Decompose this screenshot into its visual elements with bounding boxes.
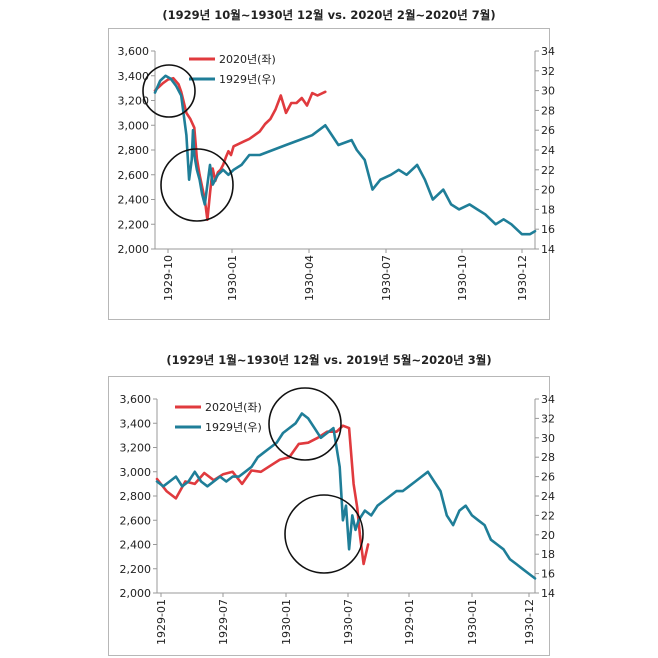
y-right-tick-label: 16 (541, 223, 555, 236)
y-left-tick-label: 3,600 (118, 45, 150, 58)
y-left-tick-label: 3,200 (118, 95, 150, 108)
y-left-tick-label: 2,200 (118, 218, 150, 231)
y-left-tick-label: 2,800 (118, 144, 150, 157)
x-tick-label: 1930-01 (226, 255, 239, 301)
y-right-tick-label: 24 (541, 144, 555, 157)
y-right-tick-label: 32 (541, 65, 555, 78)
y-left-tick-label: 3,000 (120, 466, 152, 479)
y-left-tick-label: 3,400 (118, 70, 150, 83)
annotation-circle (142, 64, 196, 118)
y-right-tick-label: 28 (541, 104, 555, 117)
y-right-tick-label: 30 (541, 85, 555, 98)
series-line-2020 (153, 76, 327, 221)
y-right-tick-label: 16 (541, 568, 555, 581)
series-line-1929 (155, 412, 537, 580)
y-right-tick-label: 24 (541, 490, 555, 503)
chart-title-bottom: (1929년 1월~1930년 12월 vs. 2019년 5월~2020년 3… (166, 353, 492, 367)
annotation-circle (160, 148, 234, 222)
y-right-tick-label: 20 (541, 184, 555, 197)
series-line-2020 (155, 424, 370, 566)
x-tick-label: 1930-07 (342, 599, 355, 645)
x-tick-label: 1929-10 (162, 255, 175, 301)
y-right-tick-label: 32 (541, 412, 555, 425)
x-tick-label: 1929-01 (155, 599, 168, 645)
y-right-tick-label: 30 (541, 432, 555, 445)
y-right-tick-label: 14 (541, 243, 555, 256)
y-right-tick-label: 14 (541, 587, 555, 600)
x-tick-label: 1930-01 (466, 599, 479, 645)
annotation-circle (268, 387, 342, 461)
legend-label: 1929년(우) (219, 73, 276, 86)
y-left-tick-label: 2,400 (120, 539, 152, 552)
y-left-tick-label: 2,000 (118, 243, 150, 256)
chart-bottom: 2,000 2,200 2,400 2,600 2,800 3,000 3,200 3,400… (120, 387, 555, 645)
annotation-circle (284, 494, 364, 574)
y-right-tick-label: 28 (541, 451, 555, 464)
x-tick-label: 1930-12 (523, 599, 536, 645)
x-tick-label: 1930-07 (380, 255, 393, 301)
x-tick-label: 1930-12 (516, 255, 529, 301)
y-left-tick-label: 2,800 (120, 490, 152, 503)
y-left-tick-label: 2,000 (120, 587, 152, 600)
chart-title-top: (1929년 10월~1930년 12월 vs. 2020년 2월~2020년 … (162, 8, 496, 22)
x-tick-label: 1930-04 (303, 255, 316, 301)
y-right-tick-label: 22 (541, 509, 555, 522)
y-left-tick-label: 2,200 (120, 563, 152, 576)
chart-top: 2,000 2,200 2,400 2,600 2,800 3,000 3,200 3,400… (118, 45, 556, 301)
y-left-tick-label: 3,600 (120, 393, 152, 406)
legend-label: 2020년(좌) (219, 53, 276, 66)
series-line-1929 (153, 74, 537, 236)
x-tick-label: 1929-01 (403, 599, 416, 645)
chart-panel-top: 2,000 2,200 2,400 2,600 2,800 3,000 3,200 3,400… (108, 28, 556, 320)
y-right-tick-label: 34 (541, 393, 555, 406)
legend-label: 2020년(좌) (205, 401, 262, 414)
y-left-tick-label: 3,000 (118, 119, 150, 132)
legend-label: 1929년(우) (205, 421, 262, 434)
y-right-tick-label: 22 (541, 164, 555, 177)
y-left-tick-label: 2,600 (118, 169, 150, 182)
y-left-tick-label: 2,400 (118, 194, 150, 207)
y-right-tick-label: 26 (541, 471, 555, 484)
x-tick-label: 1929-07 (217, 599, 230, 645)
y-right-tick-label: 34 (541, 45, 555, 58)
x-tick-label: 1930-01 (280, 599, 293, 645)
y-right-tick-label: 20 (541, 529, 555, 542)
y-left-tick-label: 3,400 (120, 417, 152, 430)
y-left-tick-label: 2,600 (120, 514, 152, 527)
y-right-tick-label: 18 (541, 203, 555, 216)
x-tick-label: 1930-10 (456, 255, 469, 301)
y-right-tick-label: 26 (541, 124, 555, 137)
y-left-tick-label: 3,200 (120, 442, 152, 455)
chart-panel-bottom: 2,000 2,200 2,400 2,600 2,800 3,000 3,200 3,400… (108, 376, 555, 656)
y-right-tick-label: 18 (541, 548, 555, 561)
